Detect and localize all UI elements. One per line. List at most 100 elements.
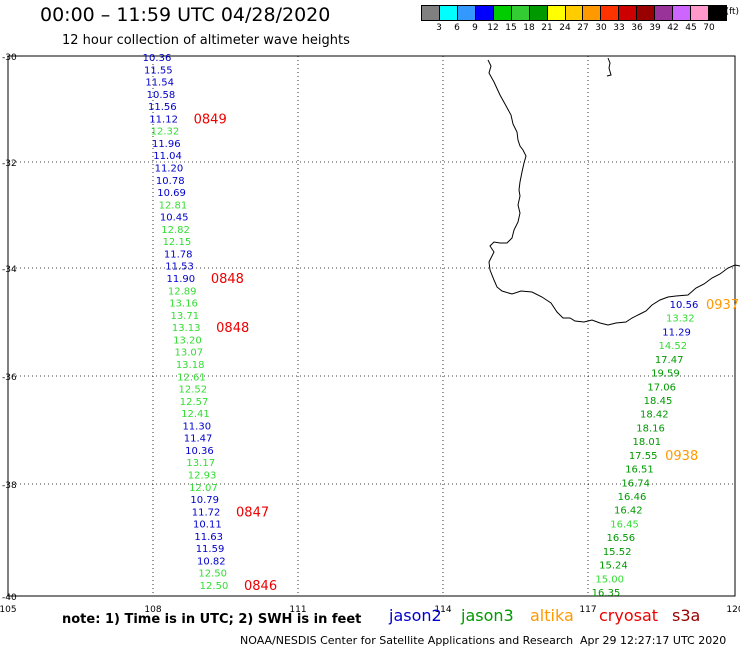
lon-label: 108 (144, 605, 161, 615)
legend-swatch (691, 6, 709, 20)
satellite-name-s3a: s3a (672, 606, 701, 625)
wave-height-value: 11.29 (662, 327, 691, 338)
wave-height-value: 10.56 (670, 300, 699, 311)
wave-height-value: 11.04 (153, 151, 182, 162)
wave-height-value: 12.57 (180, 397, 209, 408)
wave-height-value: 10.36 (143, 53, 172, 64)
wave-height-value: 10.45 (160, 213, 189, 224)
wave-height-value: 12.15 (163, 237, 192, 248)
legend-swatch (709, 6, 726, 20)
lon-label: 120 (726, 605, 740, 615)
wave-height-value: 15.00 (595, 574, 624, 585)
wave-height-value: 17.06 (647, 382, 676, 393)
wave-height-value: 13.18 (176, 360, 205, 371)
satellite-name-jason3: jason3 (461, 606, 514, 625)
wave-height-value: 12.50 (200, 581, 229, 592)
wave-height-value: 11.47 (184, 434, 213, 445)
legend-swatch (655, 6, 674, 20)
wave-height-legend: 3 6 9 12 15 18 21 24 27 30 33 36 39 42 45 70 (ft) (421, 5, 739, 37)
legend-color-bar (421, 5, 727, 21)
wave-height-value: 12.93 (188, 470, 217, 481)
legend-label: 30 (595, 23, 607, 33)
wave-height-value: 11.78 (164, 249, 193, 260)
wave-height-value: 18.45 (644, 396, 673, 407)
wave-height-value: 11.72 (192, 507, 221, 518)
wave-height-value: 11.96 (152, 139, 181, 150)
legend-swatch (475, 6, 494, 20)
legend-swatch (637, 6, 656, 20)
wave-height-value: 13.16 (169, 299, 198, 310)
wave-height-value: 18.42 (640, 410, 669, 421)
wave-height-value: 12.32 (151, 127, 180, 138)
wave-height-value: 15.24 (599, 561, 628, 572)
legend-swatch (493, 6, 512, 20)
map-frame (7, 55, 736, 597)
wave-height-value: 11.20 (155, 164, 184, 175)
wave-height-value: 16.35 (592, 588, 621, 599)
wave-height-value: 17.47 (655, 355, 684, 366)
legend-unit: (ft) (725, 7, 739, 17)
satellite-name-altika: altika (530, 606, 574, 625)
wave-height-value: 14.52 (659, 341, 688, 352)
east-track: 10.56 13.32 11.29 14.52 17.47 19.59 17.06 18.45… (592, 298, 739, 599)
legend-label: 15 (505, 23, 517, 33)
wave-height-value: 16.42 (614, 506, 643, 517)
wave-height-value: 10.11 (193, 520, 222, 531)
legend-label: 12 (487, 23, 499, 33)
map-subtitle: 12 hour collection of altimeter wave hei… (62, 33, 350, 48)
legend-swatch (511, 6, 530, 20)
wave-height-value: 12.41 (181, 409, 210, 420)
wave-height-value: 15.52 (603, 547, 632, 558)
wave-height-value: 13.32 (666, 314, 695, 325)
wave-height-value: 12.61 (177, 372, 206, 383)
lat-label: -38 (2, 481, 17, 491)
lat-label: -32 (2, 159, 17, 169)
legend-label: 3 (436, 23, 442, 33)
map-title: 00:00 – 11:59 UTC 04/28/2020 (40, 4, 331, 26)
lon-label: 114 (434, 605, 451, 615)
legend-swatch (547, 6, 566, 20)
wave-height-value: 11.90 (167, 274, 196, 285)
wave-height-value: 12.89 (168, 286, 197, 297)
wave-height-value: 12.81 (159, 200, 188, 211)
legend-swatch (619, 6, 638, 20)
wave-height-value: 16.56 (607, 533, 636, 544)
legend-label: 6 (454, 23, 460, 33)
pass-time-label: 0938 (665, 449, 698, 464)
legend-labels: 3 6 9 12 15 18 21 24 27 30 33 36 39 42 45 70 (421, 23, 727, 37)
wave-height-value: 18.16 (636, 423, 665, 434)
wave-height-value: 12.82 (161, 225, 190, 236)
legend-swatch (457, 6, 476, 20)
lon-label: 105 (0, 605, 17, 615)
wave-height-value: 19.59 (651, 369, 680, 380)
wave-height-value: 10.36 (185, 446, 214, 457)
legend-label: 33 (613, 23, 625, 33)
satellite-name-cryosat: cryosat (599, 606, 659, 625)
legend-label: 39 (649, 23, 661, 33)
pass-time-label: 0847 (236, 505, 269, 520)
legend-swatch (583, 6, 602, 20)
wave-height-value: 10.82 (197, 556, 226, 567)
wave-height-value: 10.79 (190, 495, 219, 506)
wave-height-value: 10.69 (157, 188, 186, 199)
legend-swatch (601, 6, 620, 20)
wave-height-value: 13.07 (174, 348, 203, 359)
lon-label: 111 (289, 605, 306, 615)
wave-height-value: 16.51 (625, 465, 654, 476)
wave-height-value: 11.56 (148, 102, 177, 113)
legend-label: 18 (523, 23, 535, 33)
credit-text: NOAA/NESDIS Center for Satellite Applica… (240, 634, 574, 647)
wave-height-value: 13.20 (173, 335, 202, 346)
pass-time-label: 0848 (211, 272, 244, 287)
wave-height-value: 10.58 (147, 90, 176, 101)
wave-height-value: 10.78 (156, 176, 185, 187)
legend-label: 36 (631, 23, 643, 33)
australia-coastline (487, 59, 740, 326)
legend-label: 45 (685, 23, 697, 33)
wave-height-value: 16.46 (618, 492, 647, 503)
legend-swatch (565, 6, 584, 20)
legend-swatch (439, 6, 458, 20)
wave-height-value: 18.01 (633, 437, 662, 448)
wave-height-value: 12.52 (178, 385, 207, 396)
wave-height-value: 16.45 (610, 519, 639, 530)
